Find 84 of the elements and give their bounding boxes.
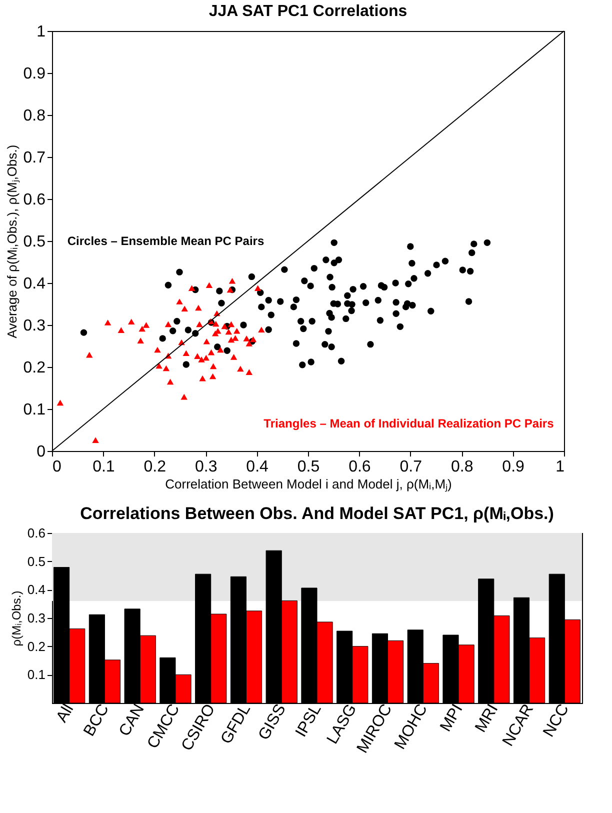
point <box>104 320 112 326</box>
y-tick-label: 0.3 <box>23 318 46 334</box>
point <box>188 285 196 291</box>
y-tick-label: 0.7 <box>23 150 46 166</box>
x-tick-label: 0.8 <box>450 458 474 476</box>
point <box>156 362 162 369</box>
point <box>237 366 244 372</box>
point <box>230 354 238 360</box>
x-tick-label: 0.1 <box>92 458 115 476</box>
point <box>164 321 172 328</box>
x-tick-label: 0.9 <box>502 458 525 476</box>
point <box>232 335 239 341</box>
y-tick-label: 0 <box>36 444 46 460</box>
point <box>228 278 236 284</box>
y-tick-label: 0.8 <box>23 108 46 124</box>
y-tick-label: 0.2 <box>23 360 46 376</box>
point <box>199 375 206 382</box>
point <box>198 356 205 362</box>
point <box>128 318 135 325</box>
annotation: Circles – Ensemble Mean PC Pairs <box>67 234 264 248</box>
y-tick-label: 0.1 <box>27 667 46 682</box>
chart-title: JJA SAT PC1 Correlations <box>208 3 408 20</box>
point <box>176 298 183 304</box>
y-tick-label: 0.5 <box>27 554 46 569</box>
x-tick-label: 0.3 <box>194 458 218 476</box>
point <box>202 354 210 361</box>
y-tick-label: 0.2 <box>27 638 46 654</box>
x-tick-label: 0 <box>52 458 62 476</box>
point <box>221 323 228 330</box>
point <box>214 328 222 334</box>
y-tick-label: 0.4 <box>23 276 46 292</box>
y-tick-label: 1 <box>36 24 46 40</box>
point <box>181 306 188 312</box>
point <box>206 282 213 288</box>
x-tick-label: 0.6 <box>348 458 371 476</box>
y-tick-label: 0.1 <box>23 402 46 418</box>
x-tick-label: 0.7 <box>400 458 422 476</box>
point <box>209 373 216 380</box>
point <box>142 322 150 328</box>
point <box>233 328 240 334</box>
point <box>258 326 265 333</box>
y-tick-label: 0.6 <box>27 526 46 540</box>
point <box>254 285 262 291</box>
point <box>217 346 224 353</box>
annotation: Triangles – Mean of Individual Realization PC Pairs <box>264 416 554 431</box>
point <box>246 369 252 375</box>
point <box>203 338 210 344</box>
y-tick-label: 0.5 <box>23 234 46 250</box>
point <box>228 336 235 343</box>
y-axis-title: Average of ρ(Mᵢ,Obs.), ρ(Mⱼ,Obs.) <box>4 144 20 338</box>
point <box>137 338 144 344</box>
point <box>56 400 64 406</box>
point <box>154 346 161 353</box>
point <box>138 326 146 332</box>
point <box>118 327 124 333</box>
point <box>180 394 188 400</box>
point <box>225 328 232 335</box>
x-tick-label: All <box>54 702 78 726</box>
y-tick-label: 0.6 <box>23 192 46 208</box>
x-tick-label: 0.5 <box>297 458 320 476</box>
y-axis-title: ρ(Mᵢ,Obs.) <box>9 590 24 646</box>
point <box>86 352 93 358</box>
point <box>162 365 170 372</box>
point <box>228 321 235 328</box>
chart-title: Correlations Between Obs. And Model SAT PC1, ρ(Mᵢ,Obs.) <box>80 504 554 523</box>
point <box>210 363 217 370</box>
point <box>250 336 257 342</box>
y-tick-label: 0.3 <box>27 610 46 626</box>
x-tick-label: 0.4 <box>246 458 269 476</box>
point <box>212 320 220 327</box>
point <box>246 340 252 346</box>
x-tick-label: 0.2 <box>144 458 166 476</box>
point <box>243 336 250 342</box>
point <box>194 353 201 359</box>
point <box>196 321 203 328</box>
y-tick-label: 0.9 <box>23 66 46 82</box>
point <box>182 350 190 356</box>
point <box>166 378 174 385</box>
x-axis-title: Correlation Between Model i and Model j, ρ(Mᵢ,Mⱼ) <box>165 476 452 492</box>
point <box>208 349 215 356</box>
point <box>195 304 202 311</box>
y-tick-label: 0.4 <box>27 582 46 598</box>
point <box>92 437 99 443</box>
x-tick-label: 1 <box>556 458 565 476</box>
